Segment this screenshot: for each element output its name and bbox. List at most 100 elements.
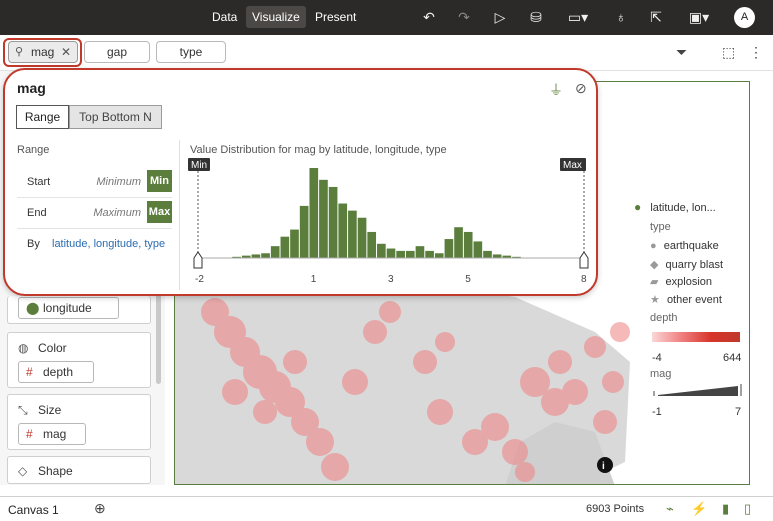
filter-apply-icon[interactable]: ⏚	[549, 82, 563, 98]
earthquake-points	[201, 298, 630, 482]
divider	[17, 197, 172, 198]
histogram-bar	[454, 227, 463, 258]
shape-icon: ◇	[18, 464, 28, 478]
histogram-bar	[357, 217, 367, 258]
undo-icon[interactable]: ↶	[423, 9, 435, 25]
filter-bar: ⚲ mag ✕ gap type ⏷ ⬚ ⋮	[0, 35, 773, 71]
more-icon[interactable]: ⋮	[749, 44, 763, 60]
max-slider-handle[interactable]	[579, 251, 589, 269]
land-shape	[175, 272, 630, 484]
x-tick-label: 8	[581, 274, 587, 285]
min-button[interactable]: Min	[147, 170, 172, 192]
section-title: Color	[38, 341, 67, 355]
top-bar: Data Visualize Present ↶ ↷ ▷ ⛁ ▭▾ ♁ ⇱ ▣▾…	[0, 0, 773, 35]
legend-depth-title: depth	[650, 312, 678, 324]
field-chip-depth[interactable]: # depth	[18, 361, 94, 383]
close-icon[interactable]: ✕	[61, 45, 72, 59]
avatar[interactable]: A	[734, 7, 755, 28]
export-icon[interactable]: ⇱	[650, 9, 662, 25]
section-shape: ◇ Shape	[7, 456, 151, 484]
legend-depth-min: -4	[652, 352, 662, 364]
histogram-bar	[348, 210, 357, 258]
histogram-bar	[434, 253, 444, 258]
histogram-bar	[473, 241, 483, 258]
circle-icon: ●	[650, 240, 657, 252]
canvas-tab[interactable]: Canvas 1	[8, 503, 59, 517]
histogram-bar	[463, 231, 473, 258]
filter-chip-gap[interactable]: gap	[84, 41, 150, 63]
filter-chip-type[interactable]: type	[156, 41, 226, 63]
divider	[17, 228, 172, 229]
by-value-link[interactable]: latitude, longitude, type	[52, 238, 166, 250]
section-title: Size	[38, 403, 62, 417]
histogram-bar	[232, 256, 241, 258]
comment-menu-icon[interactable]: ▭▾	[567, 9, 589, 25]
histogram-bar	[396, 250, 405, 258]
points-count: 6903 Points	[586, 503, 645, 515]
divider	[179, 140, 180, 290]
data-refresh-icon[interactable]: ⛁	[530, 9, 542, 25]
parallelogram-icon: ▰	[650, 276, 659, 288]
section-size: ⤡ Size # mag	[7, 394, 151, 450]
redo-icon[interactable]: ↷	[458, 9, 470, 25]
map-visualization[interactable]: i	[174, 81, 750, 485]
legend-type-label: explosion	[665, 276, 713, 288]
max-handle-label: Max	[563, 160, 582, 171]
clear-filter-icon[interactable]: ⊘	[575, 80, 587, 96]
histogram-bar	[386, 248, 396, 258]
hash-icon: #	[26, 427, 33, 441]
end-input[interactable]: Maximum	[93, 207, 141, 219]
pin-bar-icon[interactable]: ⬚	[722, 44, 736, 60]
field-chip-longitude[interactable]: ⬤ longitude	[18, 297, 119, 319]
panel-layout-left-icon[interactable]: ▮	[722, 501, 730, 516]
field-label: mag	[43, 427, 67, 441]
tab-visualize[interactable]: Visualize	[246, 6, 306, 28]
filter-chip-mag[interactable]: ⚲ mag ✕	[8, 41, 78, 63]
insight-icon[interactable]: ♁	[615, 9, 627, 25]
max-button[interactable]: Max	[147, 201, 172, 223]
svg-text:i: i	[602, 461, 605, 472]
tab-top-bottom-n[interactable]: Top Bottom N	[69, 105, 162, 129]
scrollbar[interactable]	[156, 212, 161, 384]
end-label: End	[27, 207, 47, 219]
histogram-bar	[483, 250, 492, 258]
field-chip-mag[interactable]: # mag	[18, 423, 86, 445]
add-canvas-icon[interactable]: ⊕	[94, 500, 106, 516]
histogram-bar	[502, 255, 512, 258]
min-handle-label-box	[188, 158, 210, 171]
auto-apply-icon[interactable]: ⚡	[691, 501, 708, 516]
legend-series-label: latitude, lon...	[650, 202, 716, 214]
tab-present[interactable]: Present	[315, 10, 357, 24]
tab-range[interactable]: Range	[16, 105, 69, 129]
histogram-bar	[425, 250, 434, 258]
min-slider-handle[interactable]	[193, 251, 203, 269]
filter-chip-label: mag	[31, 45, 55, 59]
legend-type-other-event: ★ other event	[650, 293, 722, 306]
section-title: Shape	[38, 464, 73, 478]
histogram-bar	[241, 255, 251, 258]
mag-size-ramp	[653, 384, 742, 396]
histogram-bar	[492, 254, 502, 258]
footer-bar: Canvas 1 ⊕ 6903 Points ⌁ ⚡ ▮ ▯	[0, 496, 773, 521]
legend-type-explosion: ▰ explosion	[650, 275, 712, 288]
legend-mag-max: 7	[735, 406, 742, 418]
location-icon: ⬤	[26, 301, 40, 315]
play-icon[interactable]: ▷	[494, 9, 506, 25]
tab-data[interactable]: Data	[212, 10, 238, 24]
start-input[interactable]: Minimum	[96, 176, 141, 188]
canvas-filter-icon[interactable]: ⌁	[666, 501, 674, 516]
filter-popup: mag ⏚ ⊘ Range Top Bottom N Range Start M…	[3, 68, 598, 296]
series-dot-icon: ●	[634, 200, 642, 214]
save-menu-icon[interactable]: ▣▾	[688, 9, 710, 25]
histogram-bar	[405, 250, 415, 258]
histogram-chart[interactable]: -2 1 3 5 8 Min Max	[188, 158, 592, 290]
info-icon[interactable]	[597, 457, 613, 473]
min-handle-label: Min	[191, 160, 207, 171]
filter-settings-icon[interactable]: ⏷	[676, 44, 688, 60]
histogram-bar	[444, 239, 454, 258]
histogram-bar	[290, 229, 299, 258]
legend-type-earthquake: ● earthquake	[650, 240, 719, 252]
histogram-bar	[377, 243, 386, 258]
panel-layout-right-icon[interactable]: ▯	[744, 501, 752, 516]
x-tick-label: -2	[195, 274, 204, 285]
